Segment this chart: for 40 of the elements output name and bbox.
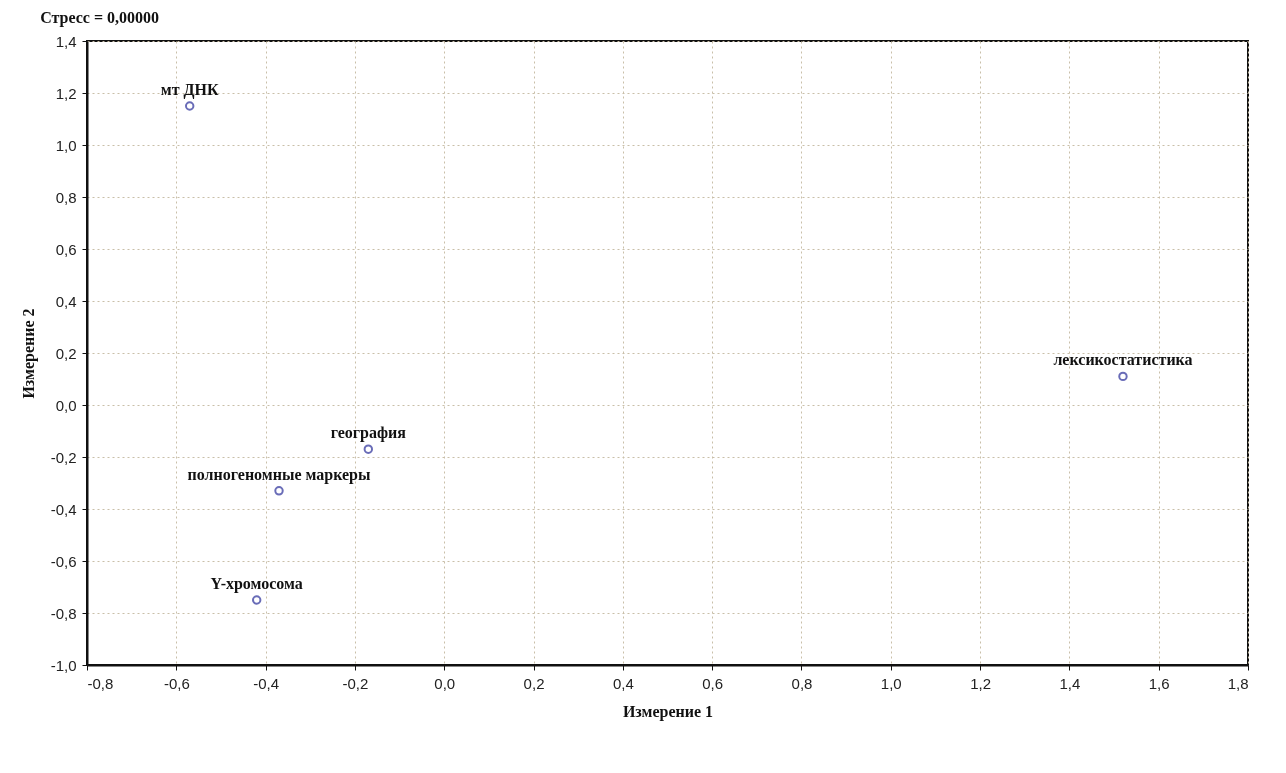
point [251, 595, 262, 605]
series-label: Y-хромосома [210, 575, 303, 593]
y-tick-label: 1,2 [55, 84, 77, 102]
y-tick-label: -1,0 [50, 656, 77, 674]
x-tick-label: 0,6 [702, 674, 724, 692]
y-tick-label: 1,0 [55, 136, 77, 154]
x-tick-label: 1,2 [970, 674, 992, 692]
series-label: мт ДНК [160, 81, 220, 99]
x-tick-label: 1,8 [1227, 674, 1249, 692]
x-tick-label: 0,8 [791, 674, 813, 692]
x-tick-label: 1,0 [880, 674, 902, 692]
point [1118, 371, 1128, 382]
y-tick-label: 0,0 [55, 396, 77, 414]
series-label: лексикостатистика [1053, 351, 1193, 369]
x-tick-label: -0,4 [253, 674, 280, 692]
y-tick-label: 1,4 [55, 32, 77, 50]
chart-title: Стресс = 0,00000 [40, 9, 160, 27]
point [363, 444, 374, 454]
y-tick-label: -0,8 [50, 604, 77, 622]
y-tick-label: -0,4 [50, 500, 77, 518]
x-tick-label: 1,4 [1059, 674, 1081, 692]
y-tick-label: -0,2 [50, 448, 77, 466]
x-tick-label: -0,2 [342, 674, 369, 692]
x-tick-label: 0,4 [612, 674, 634, 692]
y-tick-label: 0,4 [55, 292, 77, 310]
point [274, 486, 284, 496]
y-axis-title: Измерение 2 [19, 308, 38, 399]
y-tick-label: 0,8 [55, 188, 77, 206]
series-label: полногеномные маркеры [187, 465, 372, 484]
series-label: география [330, 424, 407, 443]
x-tick-label: 0,2 [523, 674, 545, 692]
y-tick-label: 0,6 [55, 240, 77, 258]
y-tick-label: -0,6 [50, 552, 77, 570]
x-tick-label: 0,0 [434, 674, 456, 692]
y-tick-label: 0,2 [55, 344, 77, 362]
x-tick-label: 1,6 [1148, 674, 1170, 692]
point [185, 101, 195, 111]
x-tick-label: -0,8 [87, 674, 114, 692]
x-axis-title: Измерение 1 [622, 702, 714, 721]
x-tick-label: -0,6 [163, 674, 190, 692]
